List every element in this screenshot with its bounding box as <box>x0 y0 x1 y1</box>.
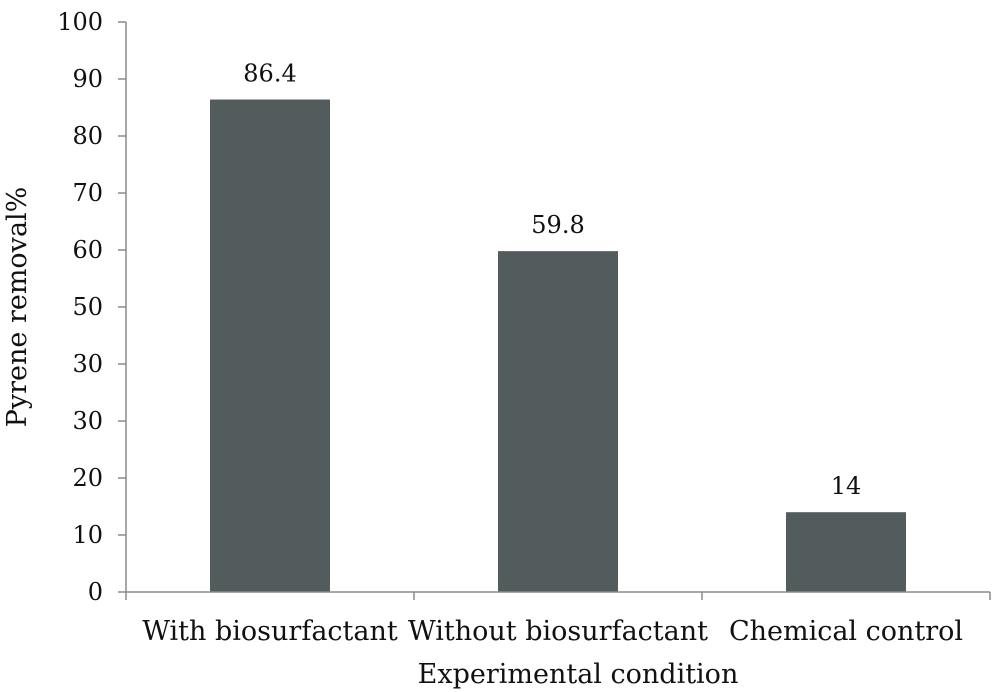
bar-value-label: 86.4 <box>243 60 296 88</box>
x-axis-ticks <box>125 592 991 600</box>
bars <box>210 99 906 593</box>
bar <box>498 251 618 592</box>
y-tick-label: 60 <box>72 236 103 264</box>
y-axis-title: Pyrene removal% <box>2 187 33 428</box>
y-tick-label: 0 <box>88 578 103 606</box>
bar <box>210 99 330 593</box>
x-category-label: Chemical control <box>729 616 963 647</box>
x-axis-title: Experimental condition <box>418 659 739 690</box>
y-tick-label: 50 <box>72 293 103 321</box>
y-tick-label: 100 <box>57 8 103 36</box>
y-tick-label: 70 <box>72 179 103 207</box>
data-labels: 86.4 59.8 14 <box>243 60 861 501</box>
y-axis-ticks: 0 10 20 30 30 50 60 70 80 90 100 <box>57 8 126 606</box>
x-axis-category-labels: With biosurfactant Without biosurfactant C… <box>142 616 963 647</box>
x-category-label: Without biosurfactant <box>408 616 708 647</box>
x-category-label: With biosurfactant <box>142 616 398 647</box>
y-tick-label: 90 <box>72 65 103 93</box>
y-tick-label: 20 <box>72 464 103 492</box>
bar-value-label: 14 <box>831 472 862 500</box>
y-tick-label: 80 <box>72 122 103 150</box>
bar-value-label: 59.8 <box>531 211 584 239</box>
y-tick-label: 30 <box>72 350 103 378</box>
y-tick-label: 10 <box>72 521 103 549</box>
y-tick-label: 30 <box>72 407 103 435</box>
bar <box>786 512 906 592</box>
